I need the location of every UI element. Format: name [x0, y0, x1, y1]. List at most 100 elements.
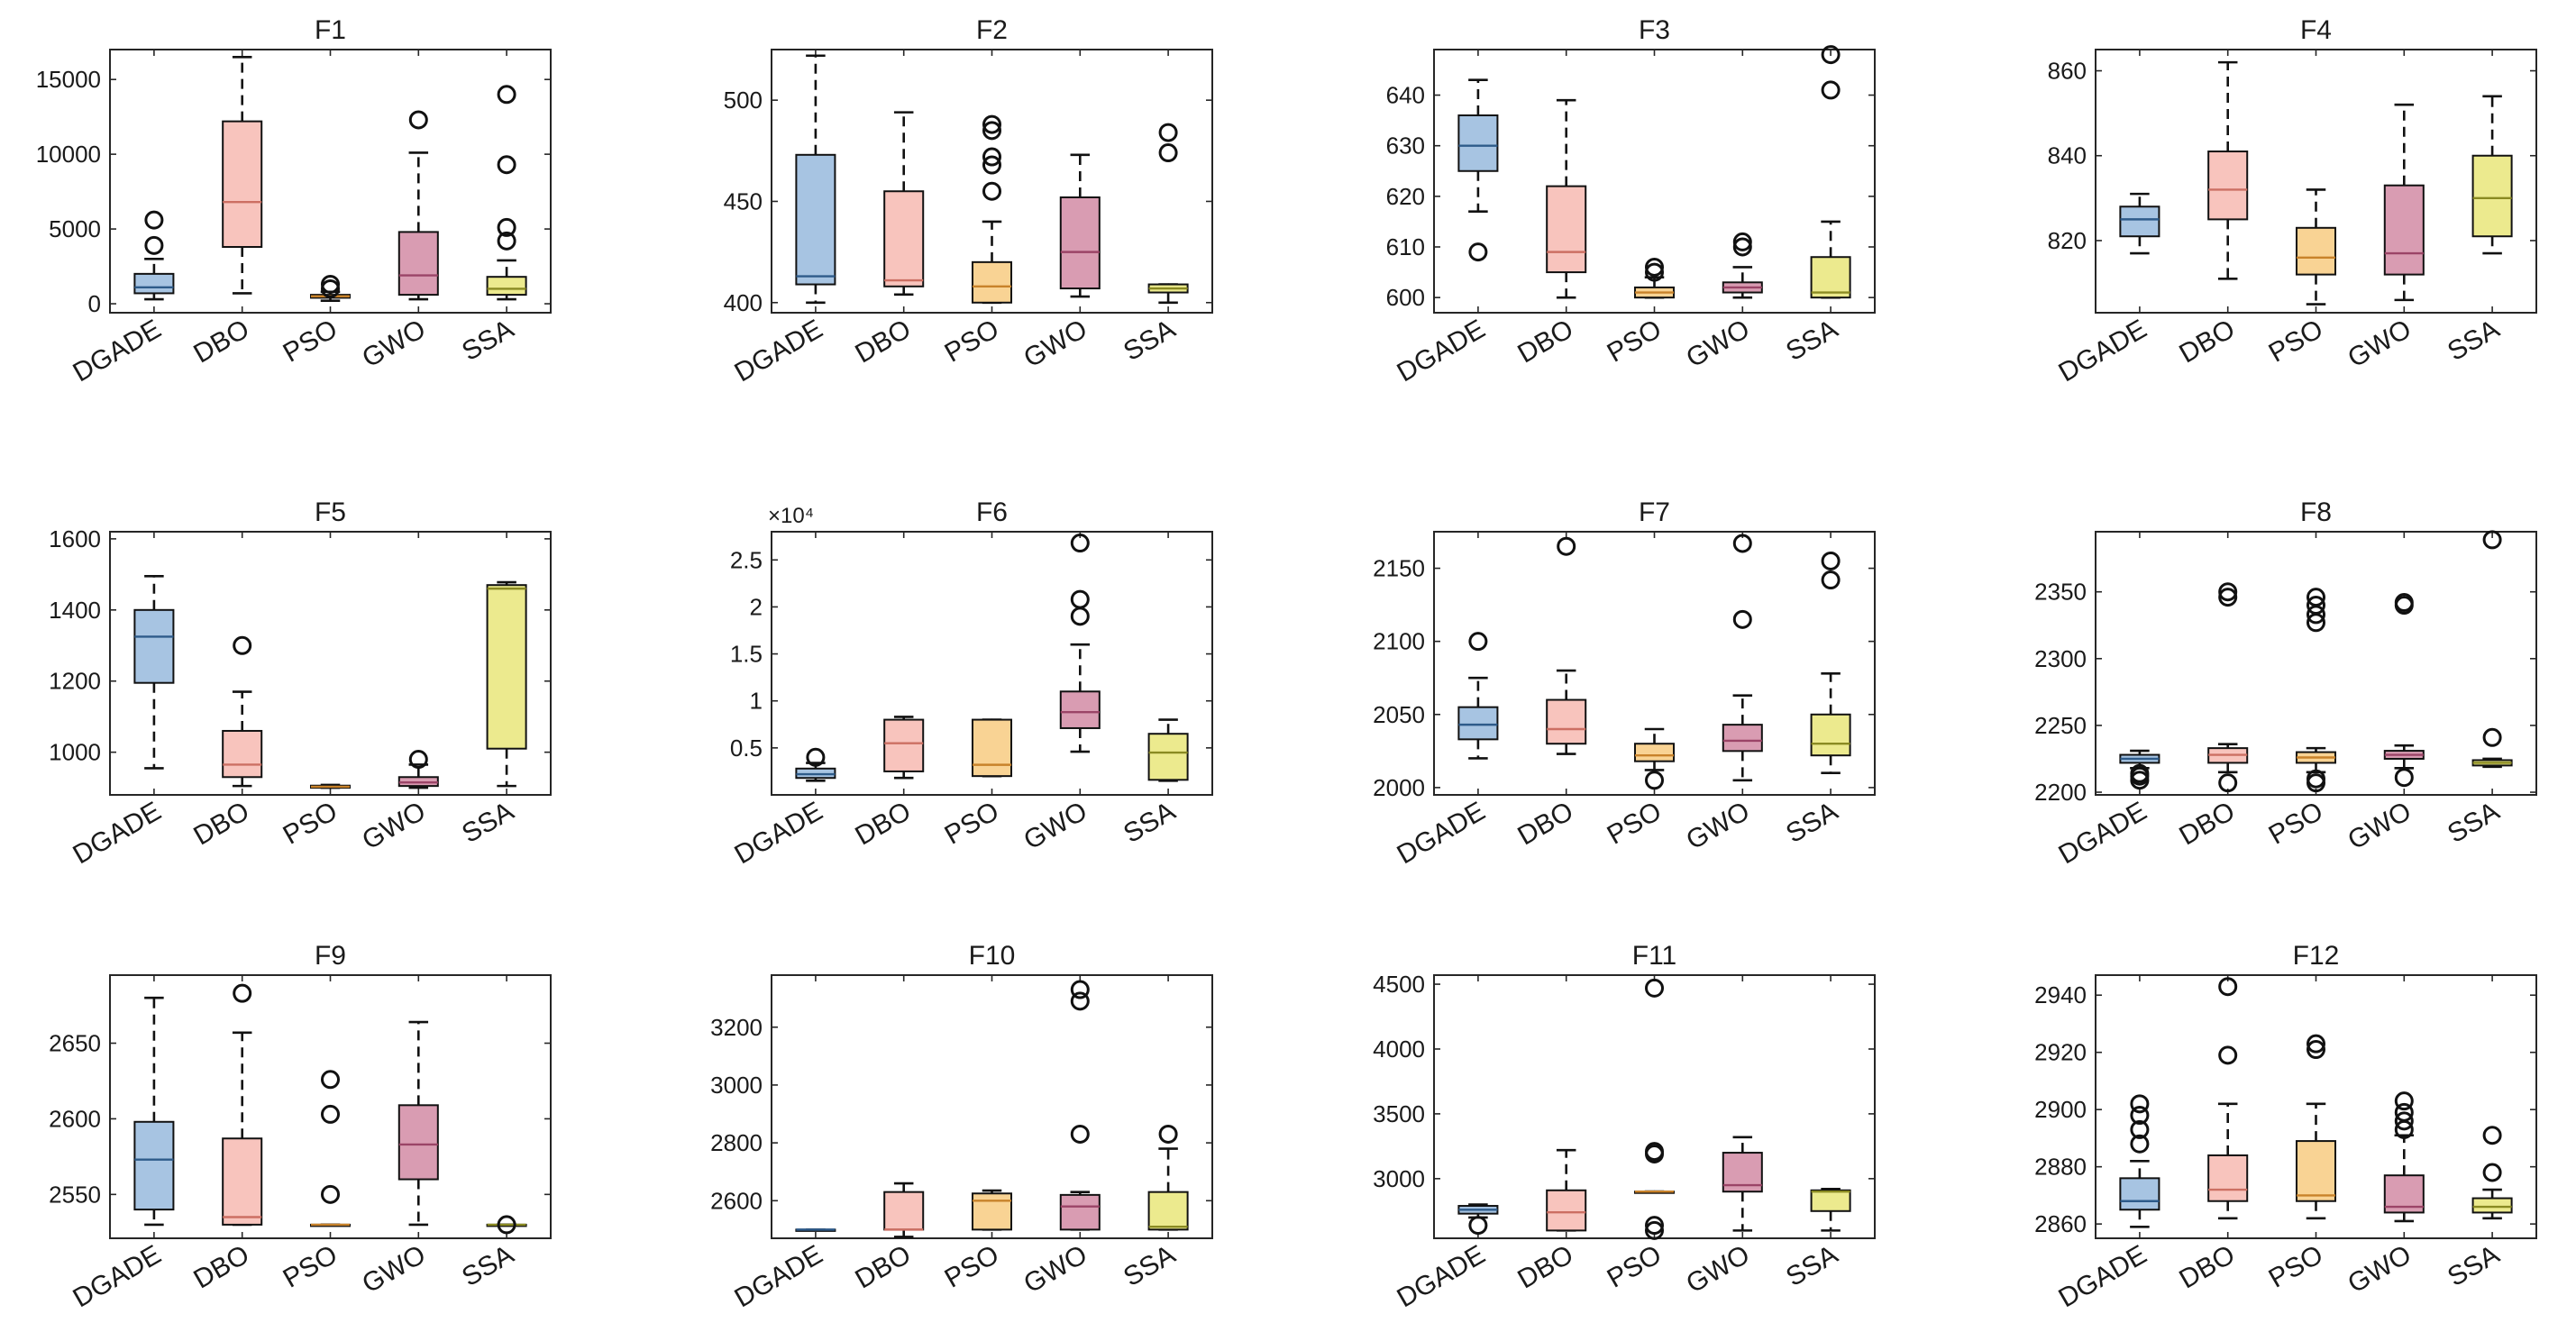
iqr-box: [971, 718, 1013, 778]
outlier-point: [408, 110, 428, 130]
x-tick-label: PSO: [1603, 314, 1667, 368]
iqr-box: [133, 608, 175, 684]
x-tick-label: GWO: [1019, 796, 1092, 855]
x-tick-label: GWO: [357, 796, 430, 855]
x-tick-label: DGADE: [69, 796, 167, 870]
outlier-point: [233, 635, 252, 655]
y-tick-label: 2920: [2034, 1039, 2087, 1066]
y-tick-label: 3200: [710, 1014, 763, 1041]
iqr-box: [133, 1120, 175, 1211]
outlier-point: [2482, 530, 2502, 550]
outlier-point: [2394, 1102, 2414, 1122]
y-tick-label: 600: [1386, 284, 1425, 311]
chart-title: F4: [2300, 15, 2332, 45]
x-tick-label: DBO: [188, 796, 254, 851]
panel-f2: F2 400 450 500 DGADE DBO PSO GWO SSA: [724, 15, 1213, 388]
outlier-point: [321, 1184, 340, 1204]
x-tick-label: GWO: [2343, 314, 2416, 373]
chart-title: F10: [969, 941, 1016, 971]
iqr-box: [2295, 1140, 2337, 1202]
x-tick-label: DGADE: [730, 314, 828, 388]
y-tick-label: 2650: [49, 1030, 101, 1057]
iqr-box: [883, 190, 925, 287]
iqr-box: [1457, 114, 1499, 172]
outlier-point: [408, 750, 428, 770]
outlier-point: [1821, 80, 1841, 100]
panel-f4: F4 820 840 860 DGADE DBO PSO GWO SSA: [2048, 15, 2537, 388]
y-tick-label: 0.5: [730, 734, 763, 762]
x-tick-label: PSO: [279, 314, 343, 368]
y-tick-label: 450: [724, 187, 763, 214]
panel-f11: F11 3000 3500 4000 4500 DGADE DBO PSO GWO SSA: [1373, 941, 1876, 1313]
x-tick-label: PSO: [940, 796, 1004, 850]
outlier-point: [1821, 570, 1841, 590]
y-tick-label: 2150: [1373, 555, 1425, 582]
outlier-point: [2218, 582, 2238, 602]
outlier-point: [1645, 1142, 1664, 1162]
outlier-point: [1468, 1216, 1488, 1236]
iqr-box: [486, 584, 527, 750]
outlier-point: [1732, 237, 1752, 257]
outlier-point: [2218, 1045, 2238, 1065]
outlier-point: [2130, 763, 2150, 783]
y-tick-label: 500: [724, 87, 763, 114]
outlier-point: [1732, 232, 1752, 251]
iqr-box: [971, 1192, 1013, 1231]
x-tick-label: SSA: [1119, 314, 1180, 367]
x-tick-label: DBO: [188, 1239, 254, 1294]
outlier-point: [144, 210, 164, 230]
outlier-point: [2482, 1163, 2502, 1182]
outlier-point: [1158, 1124, 1178, 1144]
iqr-box: [133, 272, 175, 295]
axes-frame: [109, 531, 552, 796]
iqr-box: [1810, 713, 1851, 757]
iqr-box: [2207, 151, 2249, 221]
iqr-box: [2207, 1154, 2249, 1202]
y-tick-label: 4000: [1373, 1036, 1425, 1063]
outlier-point: [321, 1070, 340, 1090]
y-tick-label: 1.5: [730, 641, 763, 668]
iqr-box: [397, 1104, 439, 1181]
outlier-point: [2394, 593, 2414, 613]
outlier-point: [2130, 1134, 2150, 1154]
x-tick-label: DGADE: [69, 1239, 167, 1313]
outlier-point: [1557, 536, 1576, 556]
y-tick-label: 2900: [2034, 1096, 2087, 1123]
chart-title: F9: [315, 941, 346, 971]
y-tick-label: 2550: [49, 1181, 101, 1208]
x-tick-label: GWO: [357, 314, 430, 373]
x-tick-label: DGADE: [1393, 1239, 1491, 1313]
x-tick-label: PSO: [279, 1239, 343, 1293]
iqr-box: [883, 1191, 925, 1231]
iqr-box: [2119, 1177, 2160, 1211]
outlier-point: [2394, 1091, 2414, 1111]
y-tick-label: 2860: [2034, 1210, 2087, 1237]
y-tick-label: 15000: [36, 66, 101, 93]
iqr-box: [2119, 205, 2160, 238]
y-tick-label: 5000: [49, 215, 101, 242]
outlier-point: [497, 231, 516, 251]
iqr-box: [486, 276, 527, 297]
y-tick-label: 3500: [1373, 1100, 1425, 1127]
outlier-point: [1821, 45, 1841, 65]
x-tick-label: PSO: [279, 796, 343, 850]
box-pso: PSO: [940, 532, 1013, 851]
panel-f6: F6 ×10⁴ 0.5 1 1.5 2 2.5 DGADE DBO PSO GWO SSA: [730, 497, 1213, 870]
panel-f7: F7 2000 2050 2100 2150 DGADE DBO PSO GWO SSA: [1373, 497, 1876, 870]
x-tick-label: DGADE: [2054, 1239, 2152, 1313]
x-tick-label: PSO: [940, 1239, 1004, 1293]
chart-title: F6: [976, 497, 1008, 527]
x-tick-label: DBO: [2174, 1239, 2240, 1294]
chart-title: F7: [1639, 497, 1670, 527]
y-tick-label: 2350: [2034, 579, 2087, 606]
x-tick-label: PSO: [2264, 796, 2328, 850]
panel-f5: F5 1000 1200 1400 1600 DGADE DBO PSO GWO SSA: [49, 497, 552, 870]
y-tick-label: 1400: [49, 597, 101, 624]
iqr-box: [1059, 196, 1101, 290]
outlier-point: [321, 1104, 340, 1124]
outlier-point: [2307, 1040, 2325, 1060]
x-tick-label: PSO: [1603, 796, 1667, 850]
outlier-point: [2482, 1126, 2502, 1145]
x-tick-label: DBO: [2174, 314, 2240, 369]
